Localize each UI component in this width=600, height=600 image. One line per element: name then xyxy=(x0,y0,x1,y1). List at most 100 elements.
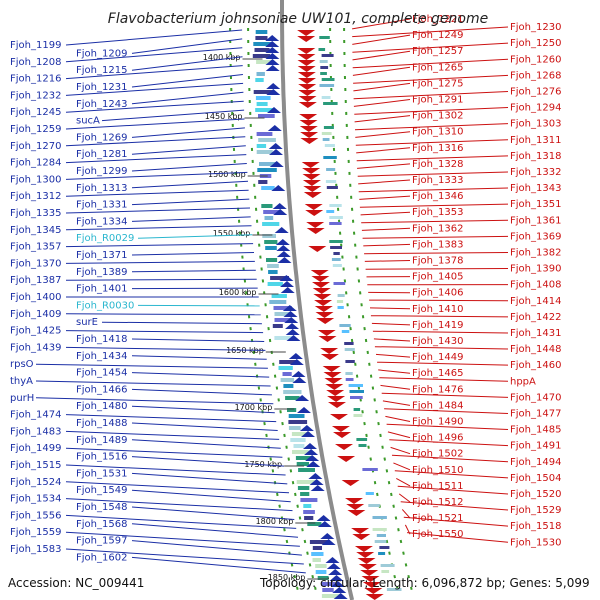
reverse-gene-arrow xyxy=(311,276,330,282)
reverse-gene-arrow xyxy=(362,582,381,588)
feature-block xyxy=(274,336,294,340)
left-connector xyxy=(131,405,275,414)
right-gene-label: Fjoh_1422 xyxy=(510,312,561,323)
feature-block xyxy=(258,180,268,184)
right-connector xyxy=(381,392,509,398)
right-connector xyxy=(375,353,411,358)
left-gene-label: Fjoh_1231 xyxy=(76,82,127,93)
forward-gene-arrow xyxy=(301,431,315,437)
left-connector xyxy=(131,338,265,342)
feature-block-right xyxy=(378,552,386,555)
feature-block xyxy=(253,42,271,46)
left-connector xyxy=(131,523,299,538)
reverse-gene-arrow xyxy=(320,348,339,354)
feature-block xyxy=(300,498,318,502)
left-connector xyxy=(35,363,268,369)
feature-block xyxy=(292,450,309,454)
kbp-label: 1850 kbp xyxy=(268,573,306,582)
reverse-gene-arrow xyxy=(299,120,318,126)
left-gene-label: Fjoh_1389 xyxy=(76,267,127,278)
reverse-gene-arrow xyxy=(364,588,383,594)
backbone-line xyxy=(280,0,355,600)
left-gene-label: Fjoh_1499 xyxy=(10,443,61,454)
reverse-gene-arrow xyxy=(347,510,366,516)
kbp-label: 1450 kbp xyxy=(205,112,243,121)
right-connector xyxy=(356,147,411,154)
forward-gene-arrow xyxy=(330,581,345,587)
left-connector xyxy=(131,252,255,256)
feature-block xyxy=(282,372,292,376)
left-connector xyxy=(65,464,286,476)
left-gene-label: thyA xyxy=(10,376,33,387)
forward-gene-arrow xyxy=(280,287,295,293)
right-connector xyxy=(352,18,411,30)
feature-block-right xyxy=(329,216,343,219)
left-gene-label: Fjoh_1568 xyxy=(76,519,127,530)
right-gene-label: Fjoh_1353 xyxy=(412,207,463,218)
feature-block xyxy=(255,36,268,40)
left-connector xyxy=(65,47,243,63)
feature-block xyxy=(267,264,279,268)
forward-gene-arrow xyxy=(267,107,281,113)
feature-block-right xyxy=(326,186,338,189)
feature-block xyxy=(287,408,297,412)
feature-block-right xyxy=(321,96,331,99)
feature-block xyxy=(255,96,271,100)
feature-block-right xyxy=(348,384,363,387)
reverse-gene-arrow xyxy=(354,546,373,552)
reverse-gene-arrow xyxy=(305,210,324,216)
feature-block xyxy=(252,54,271,58)
right-gene-label: Fjoh_1502 xyxy=(412,449,463,460)
feature-block-right xyxy=(318,48,326,51)
right-gene-label: Fjoh_1414 xyxy=(510,296,561,307)
left-connector xyxy=(101,109,245,122)
right-connector xyxy=(374,346,509,350)
kbp-label: 1500 kbp xyxy=(208,170,246,179)
right-gene-label: Fjoh_1485 xyxy=(510,425,561,436)
feature-block-right xyxy=(320,72,327,75)
reverse-gene-arrow xyxy=(356,552,375,558)
feature-block xyxy=(317,576,329,580)
right-gene-label: Fjoh_1294 xyxy=(510,103,561,114)
forward-gene-arrow xyxy=(299,425,314,431)
left-gene-label: Fjoh_1245 xyxy=(10,107,61,118)
left-connector xyxy=(131,388,272,396)
left-connector xyxy=(65,330,264,334)
feature-block xyxy=(262,222,280,226)
left-gene-label: Fjoh_1208 xyxy=(10,57,61,68)
left-connector xyxy=(131,439,281,449)
feature-block xyxy=(307,522,322,526)
feature-block xyxy=(274,312,293,316)
forward-gene-arrow xyxy=(286,335,301,341)
right-gene-label: Fjoh_1221 xyxy=(412,14,463,25)
kbp-label: 1550 kbp xyxy=(213,229,251,238)
reverse-gene-arrow xyxy=(298,78,316,84)
right-connector xyxy=(371,322,411,326)
left-connector xyxy=(65,548,304,565)
right-gene-label: Fjoh_1408 xyxy=(510,280,561,291)
right-connector xyxy=(357,163,411,169)
left-connector xyxy=(65,136,246,147)
kbp-label: 1800 kbp xyxy=(256,517,294,526)
reverse-gene-arrow xyxy=(365,594,384,600)
forward-gene-arrow xyxy=(305,455,320,461)
feature-block xyxy=(296,462,309,466)
feature-block xyxy=(312,558,321,562)
forward-gene-arrow xyxy=(268,143,283,149)
right-connector xyxy=(363,243,411,247)
right-gene-label: Fjoh_1465 xyxy=(412,368,463,379)
feature-block xyxy=(321,594,342,598)
right-gene-label: Fjoh_1419 xyxy=(412,320,463,331)
forward-gene-arrow xyxy=(291,371,306,377)
right-connector xyxy=(354,123,509,131)
left-connector xyxy=(131,506,295,520)
reverse-gene-arrow xyxy=(298,90,317,96)
feature-block xyxy=(293,444,305,448)
right-gene-label: Fjoh_1332 xyxy=(510,167,561,178)
reverse-gene-arrow xyxy=(345,498,363,504)
left-gene-label: Fjoh_1216 xyxy=(10,74,61,85)
right-gene-label: Fjoh_1494 xyxy=(510,457,561,468)
feature-block xyxy=(315,564,327,568)
reverse-gene-arrow xyxy=(333,432,351,438)
left-gene-label: Fjoh_1400 xyxy=(10,292,61,303)
